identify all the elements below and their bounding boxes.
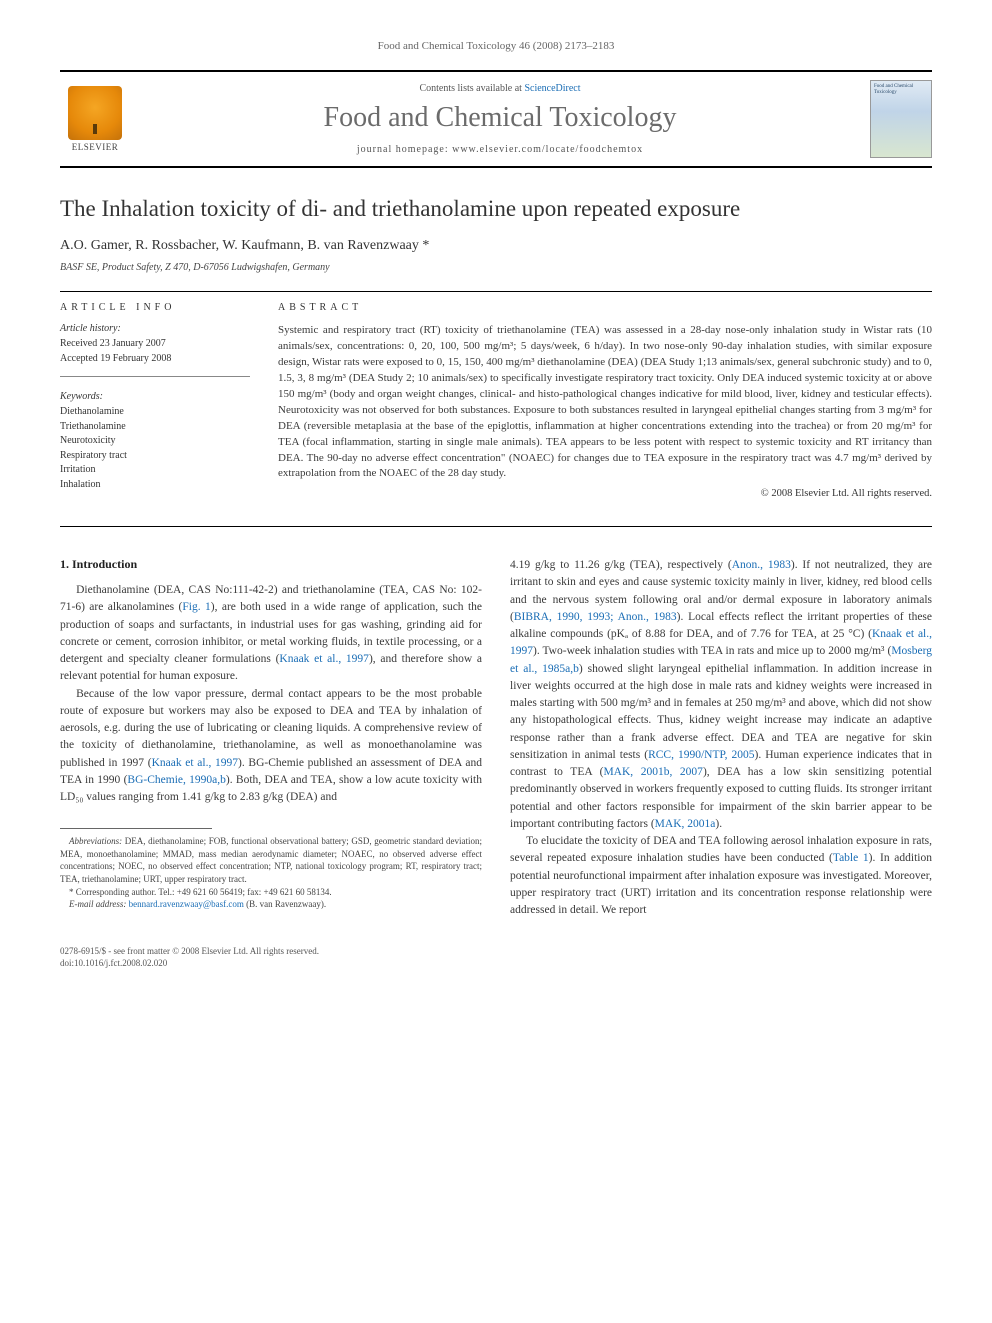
citation-link[interactable]: BIBRA, 1990, 1993; Anon., 1983 — [514, 611, 677, 623]
body-columns: 1. Introduction Diethanolamine (DEA, CAS… — [60, 557, 932, 919]
citation-link[interactable]: Knaak et al., 1997 — [152, 757, 238, 769]
abstract-text: Systemic and respiratory tract (RT) toxi… — [278, 323, 932, 482]
history-block: Article history: Received 23 January 200… — [60, 323, 250, 377]
homepage-prefix: journal homepage: — [357, 144, 452, 155]
body-span: ) showed slight laryngeal epithelial inf… — [510, 663, 932, 761]
table-ref[interactable]: Table 1 — [833, 852, 869, 864]
body-text: Diethanolamine (DEA, CAS No:111-42-2) an… — [60, 582, 482, 806]
sciencedirect-link[interactable]: ScienceDirect — [524, 83, 580, 94]
article-title: The Inhalation toxicity of di- and triet… — [60, 196, 932, 222]
column-right: 4.19 g/kg to 11.26 g/kg (TEA), respectiv… — [510, 557, 932, 919]
body-text: 4.19 g/kg to 11.26 g/kg (TEA), respectiv… — [510, 557, 932, 919]
history-label: Article history: — [60, 323, 250, 334]
homepage-line: journal homepage: www.elsevier.com/locat… — [142, 144, 858, 155]
citation-link[interactable]: BG-Chemie, 1990a,b — [127, 774, 225, 786]
homepage-url: www.elsevier.com/locate/foodchemtox — [452, 144, 643, 155]
copyright: © 2008 Elsevier Ltd. All rights reserved… — [278, 488, 932, 499]
journal-name: Food and Chemical Toxicology — [142, 102, 858, 134]
footnotes: Abbreviations: DEA, diethanolamine; FOB,… — [60, 835, 482, 911]
article-info: ARTICLE INFO Article history: Received 2… — [60, 302, 250, 516]
keyword: Triethanolamine — [60, 420, 250, 435]
abstract-heading: ABSTRACT — [278, 302, 932, 313]
citation-link[interactable]: MAK, 2001b, 2007 — [603, 766, 703, 778]
footer-line2: doi:10.1016/j.fct.2008.02.020 — [60, 957, 932, 969]
history-received: Received 23 January 2007 — [60, 337, 250, 352]
journal-banner: ELSEVIER Contents lists available at Sci… — [60, 70, 932, 168]
authors: A.O. Gamer, R. Rossbacher, W. Kaufmann, … — [60, 238, 932, 254]
citation-link[interactable]: Anon., 1983 — [732, 559, 791, 571]
citation-link[interactable]: RCC, 1990/NTP, 2005 — [648, 749, 754, 761]
keyword: Irritation — [60, 463, 250, 478]
figure-ref[interactable]: Fig. 1 — [182, 601, 210, 613]
running-head: Food and Chemical Toxicology 46 (2008) 2… — [60, 40, 932, 52]
corr-text: Tel.: +49 621 60 56419; fax: +49 621 60 … — [156, 887, 331, 897]
keyword: Respiratory tract — [60, 449, 250, 464]
article-info-heading: ARTICLE INFO — [60, 302, 250, 313]
divider — [60, 291, 932, 292]
email-link[interactable]: bennard.ravenzwaay@basf.com — [126, 899, 243, 909]
abstract: ABSTRACT Systemic and respiratory tract … — [278, 302, 932, 516]
publisher-name: ELSEVIER — [72, 142, 119, 152]
info-abstract-row: ARTICLE INFO Article history: Received 2… — [60, 302, 932, 516]
email-label: E-mail address: — [69, 899, 126, 909]
citation-link[interactable]: MAK, 2001a — [655, 818, 716, 830]
corr-label: * Corresponding author. — [69, 887, 156, 897]
cover-thumbnail: Food and Chemical Toxicology — [870, 80, 932, 158]
page-footer: 0278-6915/$ - see front matter © 2008 El… — [60, 945, 932, 969]
footer-line1: 0278-6915/$ - see front matter © 2008 El… — [60, 945, 932, 957]
elsevier-logo: ELSEVIER — [60, 80, 130, 158]
banner-center: Contents lists available at ScienceDirec… — [142, 83, 858, 155]
abbrev-text: DEA, diethanolamine; FOB, functional obs… — [60, 836, 482, 884]
divider — [60, 526, 932, 527]
affiliation: BASF SE, Product Safety, Z 470, D-67056 … — [60, 262, 932, 273]
cover-thumb-caption: Food and Chemical Toxicology — [874, 84, 928, 95]
keywords-block: Keywords: Diethanolamine Triethanolamine… — [60, 391, 250, 502]
contents-prefix: Contents lists available at — [419, 83, 524, 94]
keyword: Neurotoxicity — [60, 434, 250, 449]
body-span: ). Two-week inhalation studies with TEA … — [533, 645, 891, 657]
history-accepted: Accepted 19 February 2008 — [60, 352, 250, 367]
email-tail: (B. van Ravenzwaay). — [244, 899, 326, 909]
body-span: ). — [715, 818, 722, 830]
abbrev-label: Abbreviations: — [69, 836, 122, 846]
elsevier-tree-icon — [68, 86, 122, 140]
section-heading: 1. Introduction — [60, 557, 482, 572]
citation-link[interactable]: Knaak et al., 1997 — [279, 653, 369, 665]
keyword: Inhalation — [60, 478, 250, 493]
keywords-label: Keywords: — [60, 391, 250, 402]
body-span: 4.19 g/kg to 11.26 g/kg (TEA), respectiv… — [510, 559, 732, 571]
footnote-rule — [60, 828, 212, 829]
keyword: Diethanolamine — [60, 405, 250, 420]
contents-line: Contents lists available at ScienceDirec… — [142, 83, 858, 94]
column-left: 1. Introduction Diethanolamine (DEA, CAS… — [60, 557, 482, 919]
